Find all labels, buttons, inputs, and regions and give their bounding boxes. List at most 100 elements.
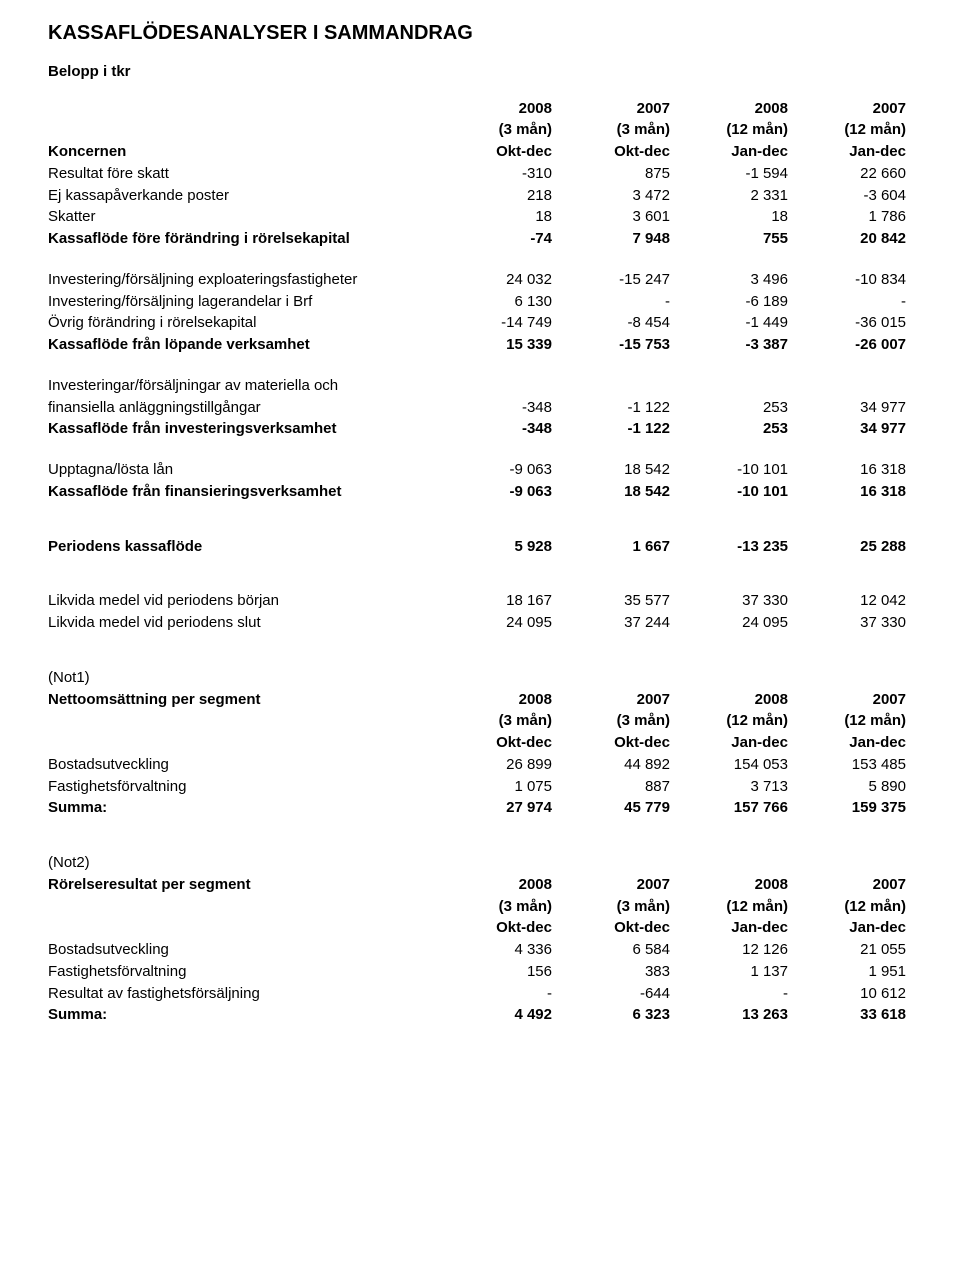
col-year: 2008 <box>676 98 794 120</box>
table-row: Upptagna/lösta lån -9 063 18 542 -10 101… <box>48 460 912 482</box>
table-row: Likvida medel vid periodens början 18 16… <box>48 591 912 613</box>
cell: 1 137 <box>676 961 794 983</box>
cell: 20 842 <box>794 229 912 251</box>
row-label: Kassaflöde före förändring i rörelsekapi… <box>48 229 440 251</box>
cell: 26 899 <box>440 754 558 776</box>
cell: 18 542 <box>558 460 676 482</box>
note1-header: Nettoomsättning per segment 2008 2007 20… <box>48 689 912 711</box>
col-month: (3 mån) <box>558 711 676 733</box>
table-row: Investering/försäljning lagerandelar i B… <box>48 291 912 313</box>
cell: -348 <box>440 397 558 419</box>
cell: 45 779 <box>558 798 676 820</box>
col-month: (12 mån) <box>676 711 794 733</box>
cell: 27 974 <box>440 798 558 820</box>
cell: 1 951 <box>794 961 912 983</box>
cell: 755 <box>676 229 794 251</box>
cell: -10 834 <box>794 269 912 291</box>
note1-title: Nettoomsättning per segment <box>48 689 440 711</box>
col-period: Jan-dec <box>676 142 794 164</box>
col-month: (3 mån) <box>440 896 558 918</box>
table-row: Kassaflöde från finansieringsverksamhet … <box>48 481 912 503</box>
cell: 12 042 <box>794 591 912 613</box>
cell: 157 766 <box>676 798 794 820</box>
table-row: finansiella anläggningstillgångar -348 -… <box>48 397 912 419</box>
row-label: Bostadsutveckling <box>48 940 440 962</box>
header-months: (3 mån) (3 mån) (12 mån) (12 mån) <box>48 120 912 142</box>
cell: -13 235 <box>676 536 794 558</box>
cell: -74 <box>440 229 558 251</box>
note1-tag: (Not1) <box>48 667 440 689</box>
cell: -3 604 <box>794 185 912 207</box>
table-row: Investering/försäljning exploateringsfas… <box>48 269 912 291</box>
note2-tag: (Not2) <box>48 853 440 875</box>
col-month: (12 mån) <box>794 120 912 142</box>
cell: -14 749 <box>440 313 558 335</box>
row-label: Kassaflöde från finansieringsverksamhet <box>48 481 440 503</box>
cell: 37 330 <box>676 591 794 613</box>
note2-header: Rörelseresultat per segment 2008 2007 20… <box>48 874 912 896</box>
table-row: Fastighetsförvaltning 156 383 1 137 1 95… <box>48 961 912 983</box>
cell: 159 375 <box>794 798 912 820</box>
cell: -10 101 <box>676 460 794 482</box>
note1-header-periods: Okt-dec Okt-dec Jan-dec Jan-dec <box>48 733 912 755</box>
cell: 3 472 <box>558 185 676 207</box>
cell: 218 <box>440 185 558 207</box>
row-label: Fastighetsförvaltning <box>48 776 440 798</box>
spacer <box>48 634 912 667</box>
cell: 16 318 <box>794 481 912 503</box>
col-period: Jan-dec <box>794 142 912 164</box>
row-label: Periodens kassaflöde <box>48 536 440 558</box>
cell: 1 786 <box>794 207 912 229</box>
spacer <box>48 250 912 269</box>
cell: -15 247 <box>558 269 676 291</box>
col-month: (12 mån) <box>794 711 912 733</box>
note2-tag-row: (Not2) <box>48 853 912 875</box>
cell: 253 <box>676 397 794 419</box>
col-month: (3 mån) <box>558 120 676 142</box>
table-row: Investeringar/försäljningar av materiell… <box>48 375 912 397</box>
row-label: Fastighetsförvaltning <box>48 961 440 983</box>
col-month: (12 mån) <box>794 896 912 918</box>
cell: 25 288 <box>794 536 912 558</box>
cell: -6 189 <box>676 291 794 313</box>
cell: 6 584 <box>558 940 676 962</box>
col-year: 2007 <box>558 874 676 896</box>
cell: -3 387 <box>676 335 794 357</box>
col-period: Jan-dec <box>794 918 912 940</box>
col-year: 2008 <box>440 98 558 120</box>
row-label: Kassaflöde från löpande verksamhet <box>48 335 440 357</box>
col-year: 2007 <box>558 689 676 711</box>
col-period: Okt-dec <box>440 918 558 940</box>
cell: 34 977 <box>794 419 912 441</box>
cell: 15 339 <box>440 335 558 357</box>
cell: 6 323 <box>558 1005 676 1027</box>
table-row: Summa: 4 492 6 323 13 263 33 618 <box>48 1005 912 1027</box>
col-month: (12 mån) <box>676 120 794 142</box>
row-label: Ej kassapåverkande poster <box>48 185 440 207</box>
cell: - <box>676 983 794 1005</box>
col-year: 2007 <box>794 98 912 120</box>
cell: 5 928 <box>440 536 558 558</box>
cell: -15 753 <box>558 335 676 357</box>
cell: -310 <box>440 163 558 185</box>
table-row: Kassaflöde från investeringsverksamhet -… <box>48 419 912 441</box>
cell: 3 713 <box>676 776 794 798</box>
cell: 22 660 <box>794 163 912 185</box>
cell: 18 542 <box>558 481 676 503</box>
col-period: Okt-dec <box>440 142 558 164</box>
col-period: Okt-dec <box>558 918 676 940</box>
row-label: Bostadsutveckling <box>48 754 440 776</box>
cell: 37 244 <box>558 613 676 635</box>
cell: 44 892 <box>558 754 676 776</box>
col-period: Okt-dec <box>558 142 676 164</box>
col-month: (3 mån) <box>440 120 558 142</box>
note2-header-months: (3 mån) (3 mån) (12 mån) (12 mån) <box>48 896 912 918</box>
table-row: Kassaflöde före förändring i rörelsekapi… <box>48 229 912 251</box>
table-row: Resultat före skatt -310 875 -1 594 22 6… <box>48 163 912 185</box>
page-title: KASSAFLÖDESANALYSER I SAMMANDRAG <box>48 22 912 45</box>
cell: - <box>794 291 912 313</box>
col-month: (3 mån) <box>558 896 676 918</box>
cell: 18 <box>440 207 558 229</box>
cell: -26 007 <box>794 335 912 357</box>
table-row: Ej kassapåverkande poster 218 3 472 2 33… <box>48 185 912 207</box>
